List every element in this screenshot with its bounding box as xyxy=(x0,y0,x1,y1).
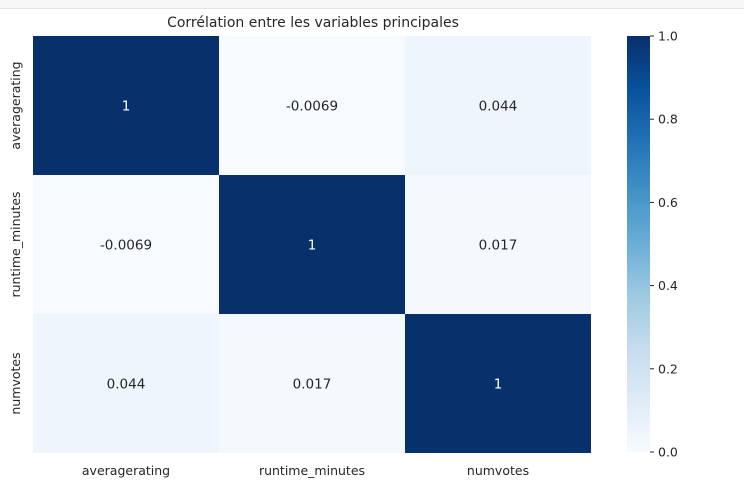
cell-value-label: 0.017 xyxy=(479,238,518,254)
cell-value-label: 1 xyxy=(308,238,317,254)
notebook-top-strip xyxy=(0,0,744,9)
colorbar-ticks: 0.0 0.2 0.4 0.6 0.8 1.0 xyxy=(650,29,678,460)
heatmap-cell xyxy=(405,36,591,175)
cell-value-label: 1 xyxy=(122,99,131,115)
x-axis-ticks: averagerating runtime_minutes numvotes xyxy=(82,463,529,478)
colorbar-tick-label: 0.6 xyxy=(658,195,678,210)
y-tick-label: numvotes xyxy=(8,352,23,414)
colorbar-tick-label: 1.0 xyxy=(658,29,678,44)
x-tick-label: runtime_minutes xyxy=(259,463,365,478)
heatmap-cell xyxy=(33,175,219,314)
x-tick-label: numvotes xyxy=(467,463,529,478)
y-tick-label: averagerating xyxy=(8,61,23,149)
heatmap-cells xyxy=(33,36,591,453)
cell-value-label: 0.044 xyxy=(107,377,146,393)
chart-title: Corrélation entre les variables principa… xyxy=(167,15,459,31)
x-tick-label: averagerating xyxy=(82,463,170,478)
heatmap-cell-labels: 1 -0.0069 0.044 -0.0069 1 0.017 0.044 0.017 1 xyxy=(100,99,517,393)
cell-value-label: -0.0069 xyxy=(100,238,152,254)
heatmap-cell xyxy=(219,36,405,175)
colorbar-tick-label: 0.2 xyxy=(658,361,678,376)
colorbar xyxy=(627,36,650,452)
heatmap-cell xyxy=(33,314,219,453)
heatmap-cell xyxy=(219,314,405,453)
y-axis-ticks: averagerating runtime_minutes numvotes xyxy=(8,61,23,414)
heatmap-cell xyxy=(33,36,219,175)
heatmap-cell xyxy=(405,314,591,453)
cell-value-label: 0.044 xyxy=(479,99,518,115)
y-tick-label: runtime_minutes xyxy=(8,191,23,297)
heatmap-cell xyxy=(219,175,405,314)
colorbar-tick-label: 0.0 xyxy=(658,445,678,460)
cell-value-label: -0.0069 xyxy=(286,99,338,115)
colorbar-tick-label: 0.4 xyxy=(658,278,678,293)
colorbar-tick-label: 0.8 xyxy=(658,112,678,127)
cell-value-label: 1 xyxy=(494,377,503,393)
cell-value-label: 0.017 xyxy=(293,377,332,393)
heatmap-cell xyxy=(405,175,591,314)
